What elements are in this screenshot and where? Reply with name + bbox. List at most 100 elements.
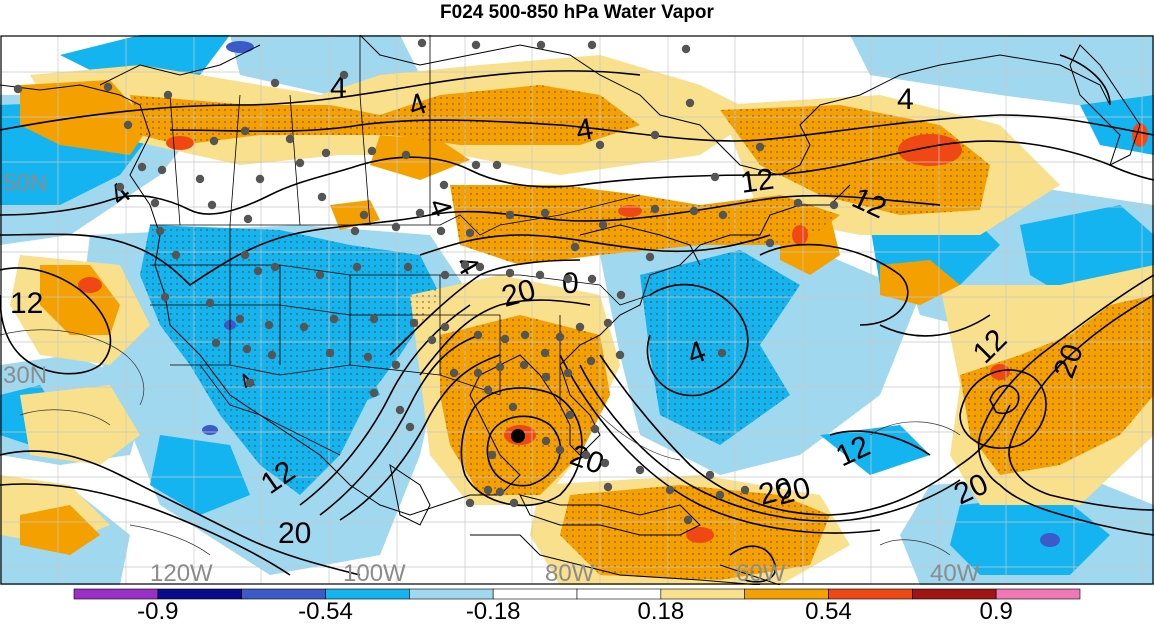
station-dot bbox=[471, 160, 481, 170]
station-dot bbox=[595, 140, 605, 150]
stipple-overlay bbox=[130, 85, 1154, 580]
station-dot bbox=[519, 360, 529, 370]
station-dot bbox=[363, 352, 373, 362]
station-dot bbox=[483, 385, 493, 395]
station-dot bbox=[535, 270, 545, 280]
station-dot bbox=[315, 270, 325, 280]
station-dot bbox=[600, 458, 610, 468]
station-dot bbox=[427, 335, 437, 345]
station-dot bbox=[717, 348, 727, 358]
lon-label: 40W bbox=[930, 560, 980, 585]
station-dot bbox=[253, 266, 263, 276]
political-borders bbox=[150, 35, 651, 456]
station-dot bbox=[325, 348, 335, 358]
station-dot bbox=[650, 204, 660, 214]
contour-label: 4 bbox=[897, 83, 914, 116]
station-dot bbox=[295, 158, 305, 168]
station-dot bbox=[465, 228, 475, 238]
station-dot bbox=[415, 208, 425, 218]
station-dot bbox=[465, 498, 475, 508]
colorbar: -0.9 -0.54 -0.18 0.18 0.54 0.9 bbox=[0, 586, 1154, 625]
station-dot bbox=[195, 174, 205, 184]
station-dot bbox=[570, 242, 580, 252]
station-dot bbox=[587, 40, 597, 50]
station-dot bbox=[369, 314, 379, 324]
station-dot bbox=[350, 226, 360, 236]
station-dot bbox=[565, 410, 575, 420]
station-dot bbox=[436, 226, 446, 236]
contour-label: 4 bbox=[573, 112, 595, 147]
station-dot bbox=[540, 208, 550, 218]
lon-label: 120W bbox=[150, 560, 213, 585]
station-dot bbox=[505, 210, 515, 220]
station-dot bbox=[367, 146, 377, 156]
station-dot bbox=[505, 268, 515, 278]
station-dot bbox=[598, 220, 608, 230]
station-dot bbox=[163, 90, 173, 100]
station-dot bbox=[471, 40, 481, 50]
colorbar-svg: -0.9 -0.54 -0.18 0.18 0.54 0.9 bbox=[73, 588, 1081, 625]
station-dot bbox=[587, 274, 597, 284]
station-dot bbox=[155, 226, 165, 236]
station-dot bbox=[563, 368, 573, 378]
station-dot bbox=[329, 314, 339, 324]
station-dot bbox=[492, 160, 502, 170]
station-dot bbox=[603, 482, 613, 492]
lat-labels: 50N 30N bbox=[3, 170, 47, 389]
station-dot bbox=[460, 260, 470, 270]
station-dot bbox=[409, 318, 419, 328]
station-dot bbox=[207, 200, 217, 210]
station-dot bbox=[211, 338, 221, 348]
station-dot bbox=[495, 362, 505, 372]
station-dot bbox=[555, 445, 565, 455]
station-dot bbox=[395, 405, 405, 415]
station-dot bbox=[718, 210, 728, 220]
contour-label: 20 bbox=[278, 517, 311, 550]
station-dot bbox=[391, 222, 401, 232]
station-dot bbox=[650, 130, 660, 140]
lon-labels: 120W 100W 80W 60W 40W bbox=[150, 560, 980, 585]
thin-contours bbox=[0, 329, 961, 556]
station-dot bbox=[508, 402, 518, 412]
water-vapor-map: 120W 100W 80W 60W 40W 50N 30N 4 4 4 4 12… bbox=[0, 35, 1154, 585]
colorbar-tick-label: 0.9 bbox=[979, 598, 1012, 622]
center-marker bbox=[511, 429, 525, 443]
lat-label: 30N bbox=[3, 362, 47, 389]
station-dot bbox=[541, 372, 551, 382]
colorbar-tick-label: -0.54 bbox=[298, 598, 353, 622]
station-dot bbox=[575, 322, 585, 332]
station-dot bbox=[705, 470, 715, 480]
station-dot bbox=[473, 368, 483, 378]
station-dot bbox=[487, 450, 497, 460]
lat-lon-grid bbox=[1, 36, 1153, 584]
station-dot bbox=[157, 165, 167, 175]
station-dot bbox=[635, 465, 645, 475]
station-dot bbox=[403, 262, 413, 272]
station-dot bbox=[645, 252, 655, 262]
station-dot bbox=[209, 136, 219, 146]
lon-label: 80W bbox=[545, 560, 595, 585]
station-dot bbox=[171, 250, 181, 260]
station-dot bbox=[473, 330, 483, 340]
station-dot bbox=[417, 38, 427, 48]
contour-label: 12 bbox=[738, 163, 776, 200]
station-dot bbox=[123, 120, 133, 130]
station-dot bbox=[586, 356, 596, 366]
station-dot bbox=[581, 450, 591, 460]
station-dot bbox=[401, 150, 411, 160]
station-dot bbox=[793, 198, 803, 208]
contour-lines bbox=[0, 54, 1154, 583]
station-dot bbox=[616, 290, 626, 300]
station-dot bbox=[590, 424, 600, 434]
contour-label: 4 bbox=[330, 71, 347, 104]
station-dot bbox=[449, 368, 459, 378]
station-dot bbox=[137, 162, 147, 172]
station-dot bbox=[685, 98, 695, 108]
map-title: F024 500-850 hPa Water Vapor bbox=[440, 2, 714, 23]
colorbar-labels: -0.9 -0.54 -0.18 0.18 0.54 0.9 bbox=[137, 598, 1013, 625]
station-dot bbox=[160, 292, 170, 302]
colorbar-tick-label: -0.9 bbox=[137, 598, 178, 622]
station-dot bbox=[563, 274, 573, 284]
station-dot bbox=[103, 82, 113, 92]
lon-label: 60W bbox=[736, 560, 786, 585]
